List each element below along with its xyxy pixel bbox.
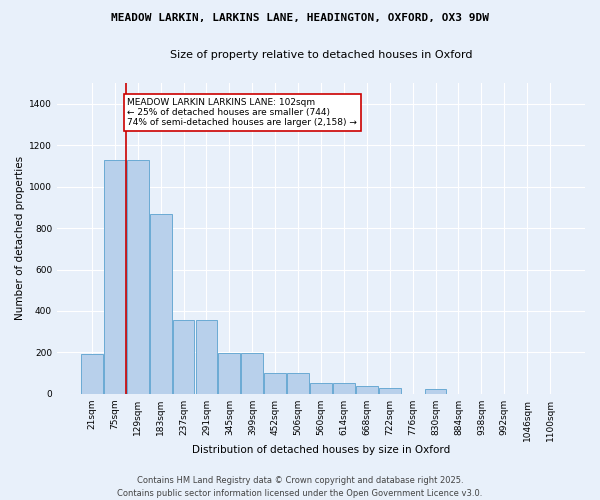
Bar xyxy=(310,384,332,394)
Bar xyxy=(127,160,149,394)
Bar xyxy=(150,214,172,394)
Bar xyxy=(265,373,286,394)
Bar xyxy=(425,388,446,394)
Bar xyxy=(104,160,126,394)
Bar xyxy=(196,320,217,394)
Bar xyxy=(173,320,194,394)
Bar xyxy=(81,354,103,394)
Bar xyxy=(333,384,355,394)
Bar xyxy=(218,354,240,394)
Y-axis label: Number of detached properties: Number of detached properties xyxy=(15,156,25,320)
Text: MEADOW LARKIN LARKINS LANE: 102sqm
← 25% of detached houses are smaller (744)
74: MEADOW LARKIN LARKINS LANE: 102sqm ← 25%… xyxy=(127,98,357,128)
Bar xyxy=(241,354,263,394)
Title: Size of property relative to detached houses in Oxford: Size of property relative to detached ho… xyxy=(170,50,472,60)
Bar xyxy=(287,373,309,394)
Bar xyxy=(356,386,378,394)
Text: Contains HM Land Registry data © Crown copyright and database right 2025.
Contai: Contains HM Land Registry data © Crown c… xyxy=(118,476,482,498)
X-axis label: Distribution of detached houses by size in Oxford: Distribution of detached houses by size … xyxy=(192,445,450,455)
Text: MEADOW LARKIN, LARKINS LANE, HEADINGTON, OXFORD, OX3 9DW: MEADOW LARKIN, LARKINS LANE, HEADINGTON,… xyxy=(111,12,489,22)
Bar xyxy=(379,388,401,394)
